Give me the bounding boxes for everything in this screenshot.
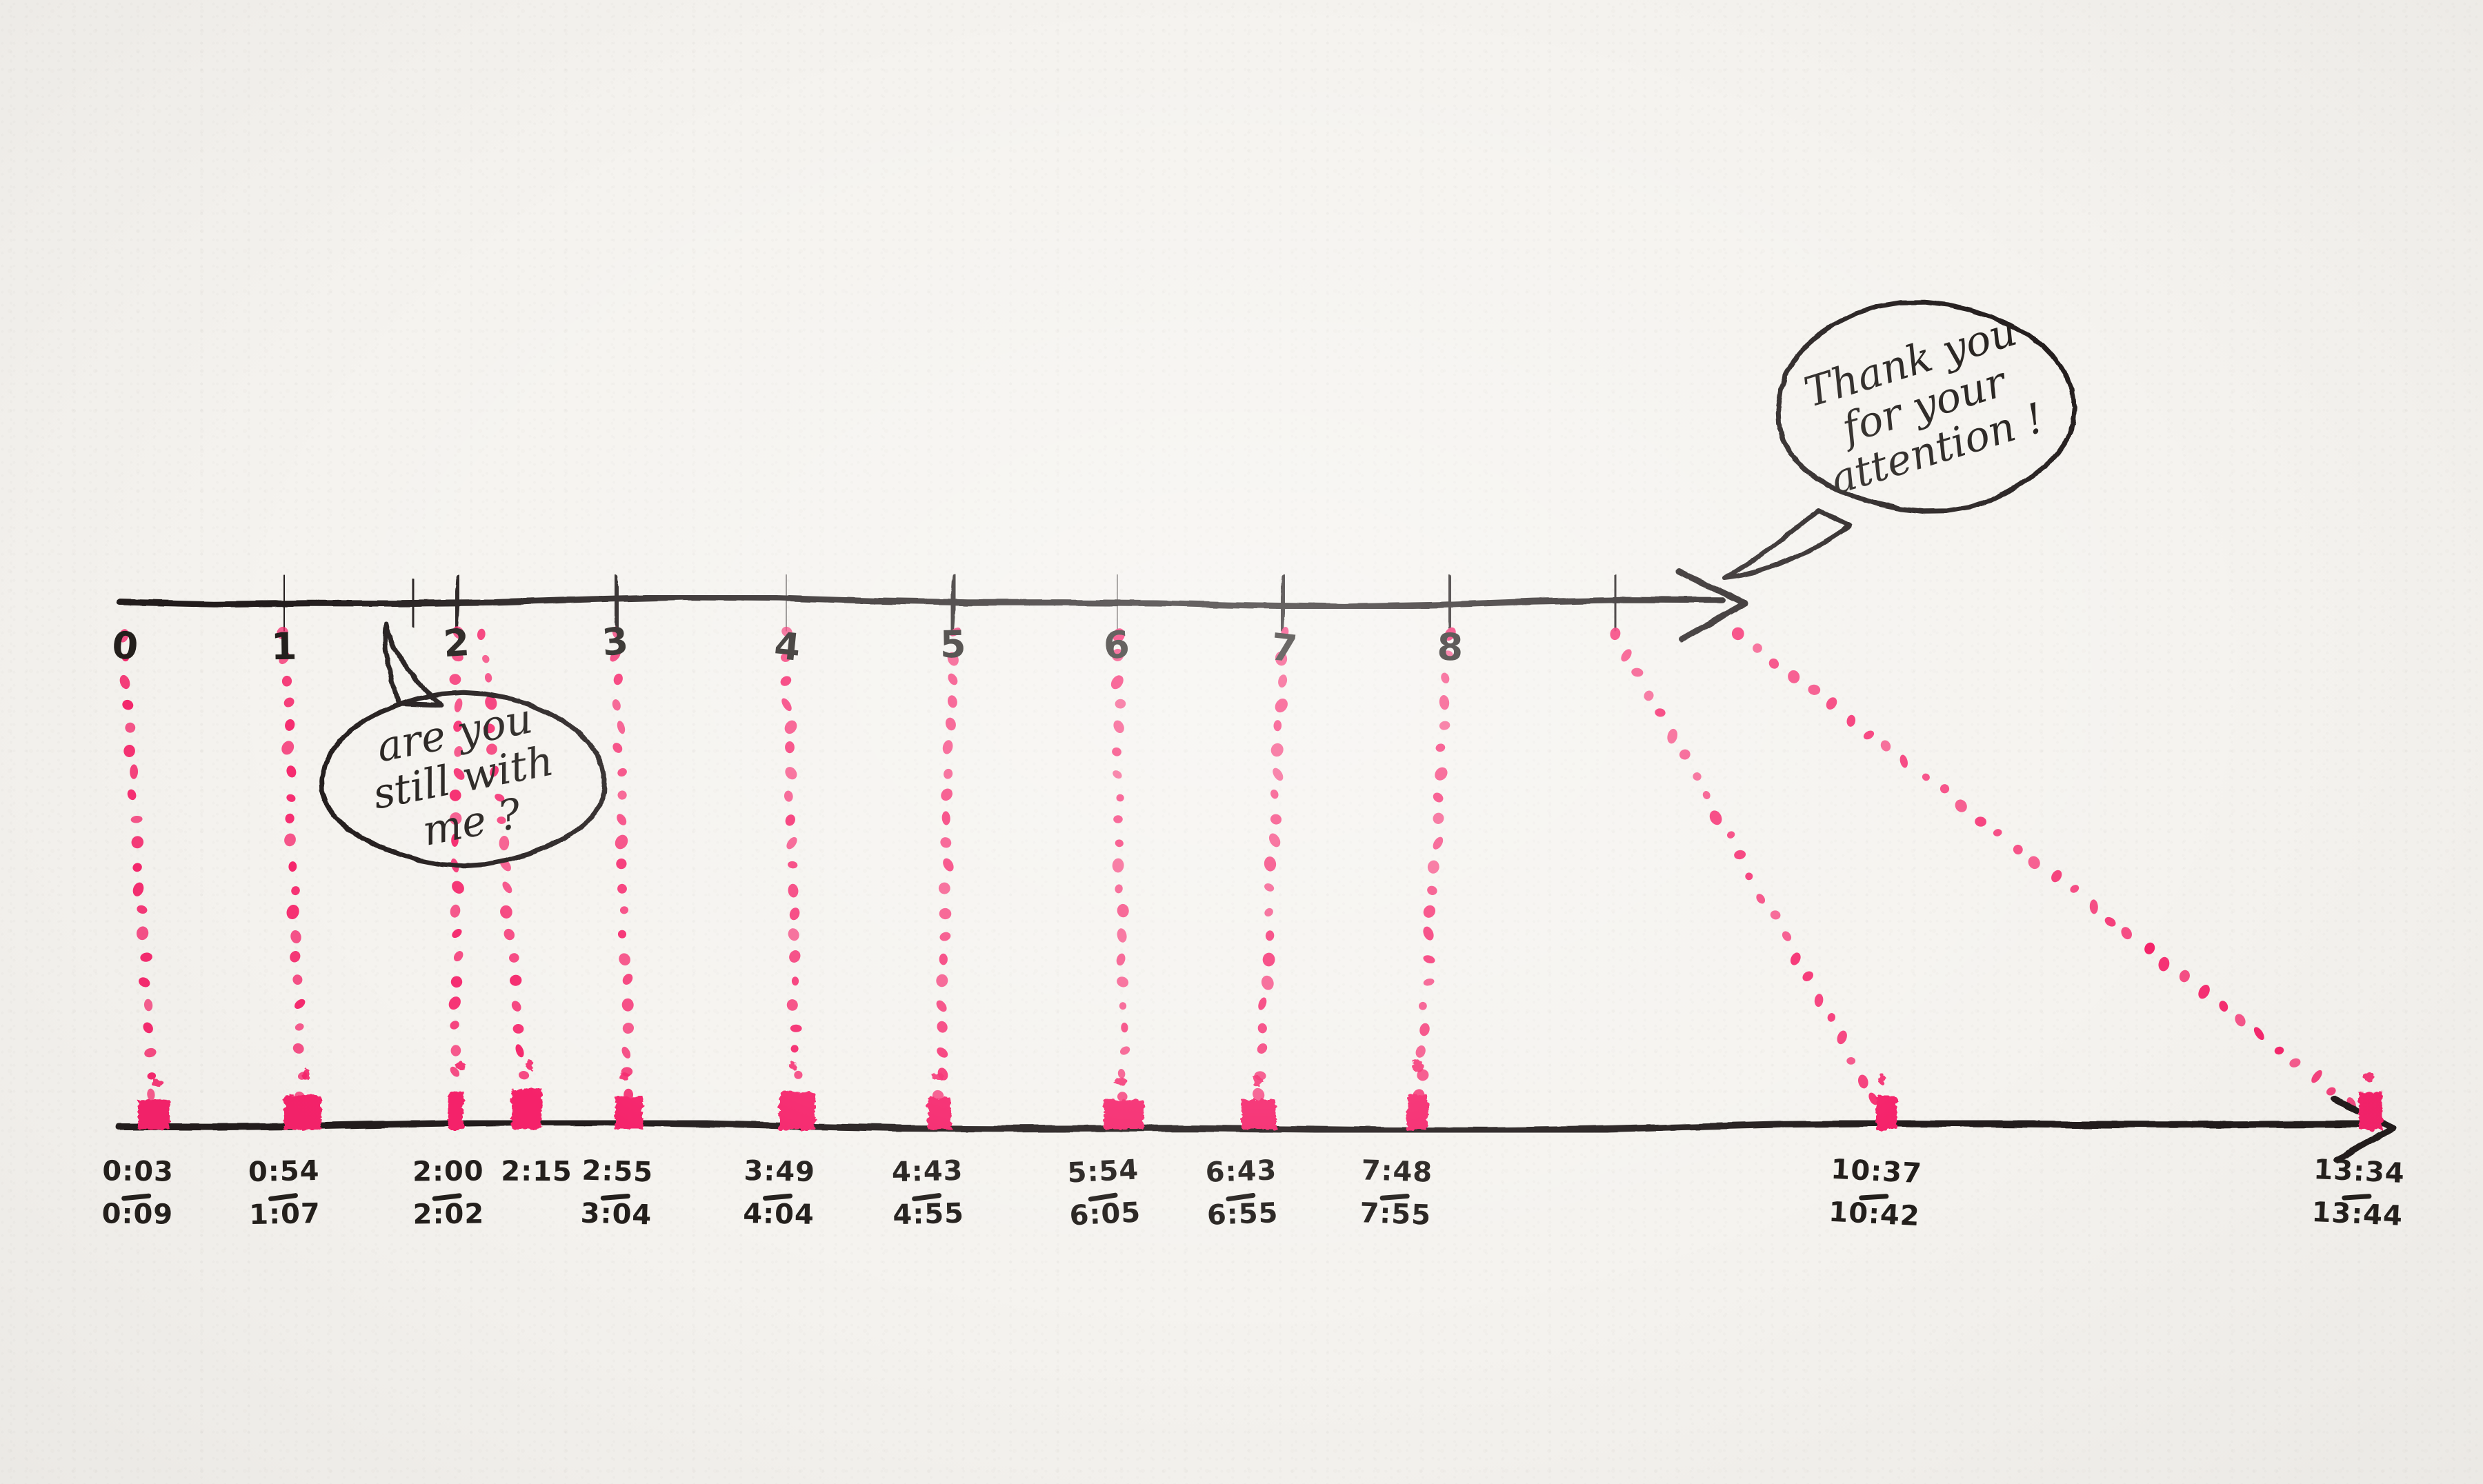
- time-start-label: 7:48: [1361, 1154, 1433, 1189]
- slide-number-label: 6: [1102, 623, 1130, 668]
- connector-dotted-line: [446, 624, 466, 1129]
- time-start-label: 2:00: [412, 1156, 484, 1188]
- slide-axis-tick-minor: [412, 581, 414, 625]
- time-end-label: 0:09: [101, 1198, 173, 1230]
- speech-bubbles: are youstill withme ?Thank youfor yourat…: [322, 302, 2075, 865]
- time-start-label: 2:15: [501, 1156, 572, 1188]
- slide-axis-tick: [1282, 577, 1285, 628]
- connector-dotted-line: [1250, 626, 1290, 1126]
- time-end-label: 1:07: [249, 1198, 321, 1231]
- time-end-label: 2:02: [412, 1199, 484, 1231]
- connector-dotted-line: [1609, 627, 1893, 1128]
- slide-number-label: 1: [270, 625, 297, 669]
- connector-dotted-line: [1108, 626, 1131, 1125]
- time-end-label: 13:44: [2311, 1196, 2404, 1232]
- time-marker-block: [1876, 1074, 1897, 1130]
- time-start-label: 6:43: [1205, 1154, 1277, 1189]
- time-range-label: 7:48 7:55: [1359, 1154, 1433, 1232]
- slide-axis-tick: [1448, 577, 1450, 628]
- slide-axis-tick: [951, 577, 955, 628]
- time-marker-block: [928, 1072, 951, 1130]
- time-start-label: 13:34: [2313, 1154, 2405, 1190]
- slide-number-label: 2: [442, 621, 471, 665]
- bubble-tail: [1724, 510, 1850, 578]
- time-marker-block: [138, 1079, 170, 1130]
- time-end-label: 6:55: [1206, 1197, 1279, 1232]
- thank-you-bubble: Thank youfor yourattention !: [1724, 302, 2075, 578]
- time-marker-block: [2359, 1072, 2382, 1130]
- connector-dotted-line: [930, 625, 962, 1127]
- slide-number-labels: 0 1 2 3 4 5 6 7 8: [110, 619, 1464, 671]
- time-end-label: 6:05: [1069, 1196, 1142, 1232]
- time-range-labels: 0:03 0:09 0:54 1:07 2:00 2:02 2:15 2:55 3:04 3:49…: [101, 1154, 2405, 1233]
- time-end-label: 4:04: [743, 1198, 815, 1231]
- connector-dotted-line: [1731, 627, 2377, 1127]
- time-range-label: 3:49 4:04: [743, 1155, 816, 1231]
- time-start-label: 0:03: [102, 1155, 174, 1187]
- time-range-label: 2:15: [501, 1156, 572, 1188]
- slide-number-label: 4: [772, 623, 803, 669]
- slide-number-label: 0: [110, 623, 140, 669]
- time-range-label: 2:55 3:04: [580, 1154, 654, 1231]
- time-start-label: 3:49: [744, 1155, 815, 1188]
- connector-dotted-line: [608, 625, 636, 1126]
- connector-dotted-line: [275, 625, 309, 1125]
- time-range-label: 0:54 1:07: [248, 1155, 321, 1231]
- time-range-label: 6:43 6:55: [1205, 1154, 1279, 1232]
- slide-number-label: 5: [939, 623, 966, 667]
- bubble-tail: [386, 624, 441, 705]
- time-marker-block: [512, 1060, 542, 1130]
- time-marker-block: [1104, 1078, 1144, 1130]
- connector-dotted-line: [1410, 625, 1458, 1125]
- time-end-label: 3:04: [580, 1197, 652, 1231]
- time-end-label: 7:55: [1359, 1197, 1432, 1232]
- time-range-label: 5:54 6:05: [1067, 1154, 1142, 1232]
- diagram-canvas: 012345678 0:030:090:541:072:002:022:15 2:…: [0, 0, 2483, 1484]
- time-start-label: 0:54: [248, 1155, 320, 1188]
- time-range-label: 2:00 2:02: [412, 1156, 484, 1231]
- time-start-label: 2:55: [581, 1154, 654, 1188]
- slide-axis-tick-unlabeled: [1615, 577, 1616, 628]
- connector-dotted-line: [117, 628, 162, 1128]
- slide-number-label: 3: [600, 619, 630, 665]
- time-marker-block: [615, 1072, 643, 1130]
- time-end-label: 4:55: [893, 1198, 965, 1232]
- time-start-label: 5:54: [1067, 1154, 1140, 1190]
- time-range-label: 13:34 13:44: [2311, 1154, 2406, 1232]
- slide-number-label: 8: [1437, 625, 1464, 669]
- time-end-label: 10:42: [1828, 1196, 1920, 1233]
- time-start-label: 4:43: [891, 1155, 964, 1189]
- slide-number-axis: [120, 572, 1745, 639]
- slide-axis-line: [120, 597, 1722, 607]
- time-range-label: 4:43 4:55: [891, 1155, 964, 1231]
- time-marker-block: [1242, 1075, 1276, 1130]
- connector-dotted-lines: [117, 624, 2378, 1129]
- connector-dotted-line: [779, 625, 804, 1129]
- slide-axis-tick: [283, 577, 284, 628]
- time-start-label: 10:37: [1830, 1154, 1922, 1190]
- time-range-label: 10:37 10:42: [1828, 1154, 1923, 1233]
- slide-number-label: 7: [1268, 625, 1299, 671]
- time-range-label: 0:03 0:09: [101, 1155, 174, 1230]
